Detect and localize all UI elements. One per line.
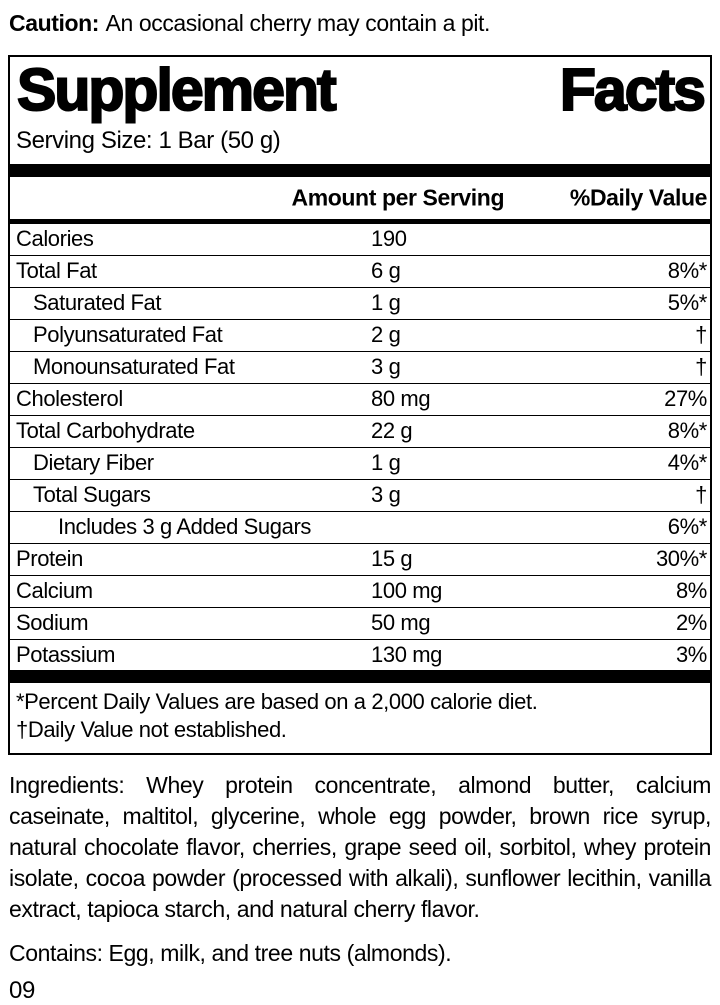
nutrient-name: Includes 3 g Added Sugars (58, 514, 311, 540)
nutrient-name: Calcium (16, 578, 93, 604)
nutrient-name: Protein (16, 546, 83, 572)
nutrient-amount: 3 g (371, 354, 401, 380)
footnote-dv-not-established: †Daily Value not established. (16, 717, 287, 743)
footnotes: *Percent Daily Values are based on a 2,0… (10, 683, 710, 753)
nutrient-dv: 5%* (667, 290, 708, 316)
nutrient-name: Saturated Fat (33, 290, 162, 316)
caution-text: An occasional cherry may contain a pit. (105, 10, 491, 36)
nutrient-name: Total Fat (16, 258, 97, 284)
nutrient-amount: 6 g (371, 258, 401, 284)
nutrient-name: Cholesterol (16, 386, 123, 412)
footnote-dv-basis: *Percent Daily Values are based on a 2,0… (16, 689, 538, 715)
nutrient-row: Total Carbohydrate 22 g 8%* (10, 416, 710, 448)
nutrient-name: Calories (16, 226, 94, 252)
nutrient-dv: † (695, 354, 707, 380)
nutrient-row: Total Sugars 3 g † (10, 480, 710, 512)
nutrient-row: Total Fat 6 g 8%* (10, 256, 710, 288)
nutrient-name: Dietary Fiber (33, 450, 154, 476)
amount-per-serving-header: Amount per Serving (291, 184, 505, 211)
nutrient-row: Calories 190 (10, 224, 710, 256)
nutrient-amount: 100 mg (371, 578, 443, 604)
nutrient-dv: 27% (664, 386, 707, 412)
nutrient-amount: 22 g (371, 418, 413, 444)
nutrient-amount: 50 mg (371, 610, 431, 636)
nutrient-amount: 3 g (371, 482, 401, 508)
nutrient-amount: 1 g (371, 450, 401, 476)
nutrient-row: Calcium 100 mg 8% (10, 576, 710, 608)
nutrient-row: Dietary Fiber 1 g 4%* (10, 448, 710, 480)
panel-title-word-facts: Facts (559, 56, 707, 123)
nutrient-rows: Calories 190 Total Fat 6 g 8%* Saturated Fat 1… (10, 224, 710, 671)
caution-statement: Caution: An occasional cherry may contain… (0, 0, 720, 38)
nutrient-name: Sodium (16, 610, 89, 636)
nutrient-row: Monounsaturated Fat 3 g † (10, 352, 710, 384)
nutrient-name: Total Sugars (33, 482, 151, 508)
nutrient-name: Polyunsaturated Fat (33, 322, 223, 348)
nutrient-row: Saturated Fat 1 g 5%* (10, 288, 710, 320)
nutrient-dv: 8%* (667, 418, 708, 444)
nutrient-amount: 1 g (371, 290, 401, 316)
caution-label: Caution: (9, 10, 100, 36)
nutrient-dv: 6%* (667, 514, 708, 540)
nutrient-dv: 4%* (667, 450, 708, 476)
nutrient-row: Polyunsaturated Fat 2 g † (10, 320, 710, 352)
supplement-facts-panel: Supplement Facts Serving Size: 1 Bar (50… (8, 54, 712, 756)
nutrient-dv: † (695, 482, 707, 508)
nutrient-dv: 8%* (667, 258, 708, 284)
thick-bar-bottom (10, 670, 710, 684)
product-code: 09 (9, 977, 35, 1005)
nutrient-dv: 8% (675, 578, 707, 604)
ingredients-paragraph: Ingredients: Whey protein concentrate, a… (9, 772, 711, 923)
nutrient-dv: 3% (675, 642, 707, 668)
nutrient-row: Cholesterol 80 mg 27% (10, 384, 710, 416)
nutrient-amount: 15 g (371, 546, 413, 572)
contains-statement: Contains: Egg, milk, and tree nuts (almo… (9, 940, 452, 967)
nutrient-row: Includes 3 g Added Sugars 6%* (10, 512, 710, 544)
nutrient-dv: 30%* (655, 546, 707, 572)
nutrient-amount: 2 g (371, 322, 401, 348)
nutrient-row: Protein 15 g 30%* (10, 544, 710, 576)
nutrient-dv: † (695, 322, 707, 348)
nutrient-name: Potassium (16, 642, 116, 668)
nutrient-amount: 190 (371, 226, 407, 252)
panel-title: Supplement Facts (10, 57, 710, 122)
thick-bar-top (10, 163, 710, 177)
nutrient-row: Sodium 50 mg 2% (10, 608, 710, 640)
nutrient-amount: 80 mg (371, 386, 431, 412)
nutrient-amount: 130 mg (371, 642, 443, 668)
daily-value-header: %Daily Value (569, 184, 708, 211)
column-header-row: Amount per Serving %Daily Value (10, 177, 710, 219)
nutrient-dv: 2% (675, 610, 707, 636)
nutrient-row: Potassium 130 mg 3% (10, 640, 710, 671)
nutrient-name: Total Carbohydrate (16, 418, 195, 444)
header-divider-bar (10, 218, 710, 224)
nutrient-name: Monounsaturated Fat (33, 354, 235, 380)
panel-title-word-supplement: Supplement (16, 56, 338, 123)
serving-size: Serving Size: 1 Bar (50 g) (16, 126, 281, 154)
